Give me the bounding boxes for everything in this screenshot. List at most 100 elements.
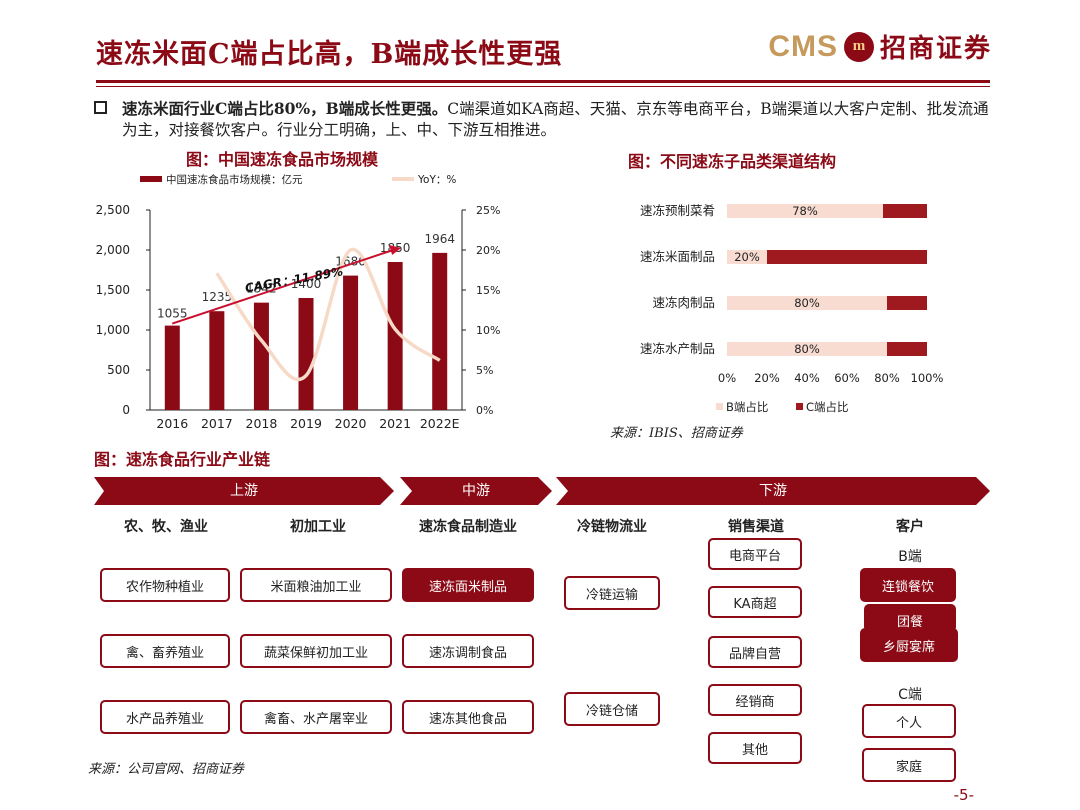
chain-node-aquaculture: 水产品养殖业 [100,700,230,734]
category-label: 速冻肉制品 [652,295,715,310]
summary-bullet: 速冻米面行业C端占比80%，B端成长性更强。C端渠道如KA商超、天猫、京东等电商… [94,98,994,141]
legend-swatch-b [716,403,723,410]
stage-arrow-midstream [400,477,552,505]
y-left-tick-label: 500 [107,363,130,377]
y-left-tick-label: 2,500 [96,203,130,217]
market-size-chart: 中国速冻食品市场规模：亿元 YoY：% 0 500 1,000 1,500 2,000 2,5… [96,173,501,431]
bar-data-label: 80% [794,296,820,310]
cagr-arrowhead [389,245,402,255]
bullet-body: C端渠道如KA商超、天猫、京东等电商平台，B端渠道以大客户定制、批发流通为主，对… [122,100,989,139]
logo-cms-text: CMS [768,29,838,63]
chain-figure-title: 图：速冻食品行业产业链 [94,450,271,469]
chain-node-crop-farming: 农作物种植业 [100,568,230,602]
chain-node-group-catering: 团餐 [864,604,956,632]
bar-c-share [887,342,927,356]
page-number: -5- [953,786,974,804]
x-tick-label: 2020 [335,416,367,431]
x-tick-label: 40% [794,371,820,385]
bar-b-share [727,250,767,264]
chain-node-distributor: 经销商 [708,684,802,716]
stage-label-midstream: 中游 [462,483,490,499]
stage-arrows [94,477,990,505]
bar-market-size [432,252,448,410]
header-divider-thin [96,86,990,87]
y-right-tick-label: 5% [476,364,493,377]
y-left-tick-label: 1,500 [96,283,130,297]
bar-value-label: 1400 [291,277,322,291]
chain-node-frozen-prepared-food: 速冻调制食品 [402,634,534,668]
x-tick-label: 0% [718,371,736,385]
x-tick-label: 2019 [290,416,322,431]
bar-market-size [298,298,314,410]
chain-source: 来源：公司官网、招商证券 [88,762,245,777]
bar-value-label: 1055 [157,307,188,321]
legend-label-market-size: 中国速冻食品市场规模：亿元 [166,173,303,186]
customer-b-label: B端 [898,549,922,565]
x-tick-label: 2021 [379,416,411,431]
chain-node-frozen-other-food: 速冻其他食品 [402,700,534,734]
chain-node-other-channel: 其他 [708,732,802,764]
column-header-cold-chain: 冷链物流业 [577,519,647,535]
stage-label-downstream: 下游 [759,483,787,499]
y-right-tick-label: 0% [476,404,493,417]
chain-node-vegetable-processing: 蔬菜保鲜初加工业 [240,634,392,668]
column-header-agriculture: 农、牧、渔业 [124,519,208,535]
y-left-tick-label: 0 [122,403,130,417]
column-header-manufacturing: 速冻食品制造业 [419,519,517,535]
bullet-lead: 速冻米面行业C端占比80%，B端成长性更强。 [122,99,448,118]
bar-b-share [727,296,887,310]
stage-arrow-upstream [94,477,394,505]
chain-node-rural-banquets: 乡厨宴席 [860,628,958,662]
bar-market-size [387,262,403,410]
chain-node-frozen-noodles-rice: 速冻面米制品 [402,568,534,602]
header-divider [96,80,990,83]
bar-market-size [164,325,180,410]
category-label: 速冻水产制品 [640,341,715,356]
x-tick-label: 2016 [156,416,188,431]
legend-label-c: C端占比 [806,400,849,414]
y-right-tick-label: 10% [476,324,500,337]
bar-value-label: 1964 [424,232,455,246]
chain-node-grain-oil-processing: 米面粮油加工业 [240,568,392,602]
y-right-tick-label: 15% [476,284,500,297]
bar-data-label: 78% [792,204,818,218]
bar-data-label: 80% [794,342,820,356]
logo-mark-icon: m [843,31,874,62]
x-tick-label: 2018 [246,416,278,431]
x-tick-label: 100% [911,371,944,385]
bar-b-share [727,204,883,218]
chain-node-individual: 个人 [862,704,956,738]
cagr-arrow-line [171,249,394,325]
bar-market-size [209,311,225,410]
x-tick-label: 2022E [420,416,460,431]
y-left-tick-label: 1,000 [96,323,130,337]
bar-b-share [727,342,887,356]
bar-c-share [883,204,927,218]
column-header-sales-channels: 销售渠道 [728,519,784,535]
right-chart-source: 来源：IBIS、招商证券 [610,426,743,441]
bar-value-label: 1235 [202,290,233,304]
stage-label-upstream: 上游 [230,483,258,499]
legend-label-yoy: YoY：% [417,174,456,186]
x-tick-label: 20% [754,371,780,385]
chain-node-slaughtering: 禽畜、水产屠宰业 [240,700,392,734]
y-left-tick-label: 2,000 [96,243,130,257]
right-figure-title: 图：不同速冻子品类渠道结构 [628,152,837,171]
bar-c-share [767,250,927,264]
left-figure-title: 图：中国速冻食品市场规模 [186,150,379,169]
channel-structure-chart: 速冻预制菜肴 78% 速冻米面制品 20% 速冻肉制品 80% 速冻水产制品 80% 0% 20%… [640,203,944,414]
chain-node-brand-own-store: 品牌自营 [708,636,802,668]
category-label: 速冻预制菜肴 [640,203,715,218]
chain-node-cold-storage: 冷链仓储 [564,692,660,726]
chain-node-family: 家庭 [862,748,956,782]
legend-label-b: B端占比 [726,400,768,414]
yoy-line [215,247,441,381]
logo-company-name: 招商证券 [879,34,992,64]
y-right-tick-label: 25% [476,204,500,217]
x-tick-label: 2017 [201,416,233,431]
legend-swatch-market-size [140,176,162,182]
legend-swatch-c [796,403,803,410]
x-tick-label: 60% [834,371,860,385]
bar-data-label: 20% [734,250,760,264]
brand-logo: CMS m 招商证券 [768,28,992,65]
